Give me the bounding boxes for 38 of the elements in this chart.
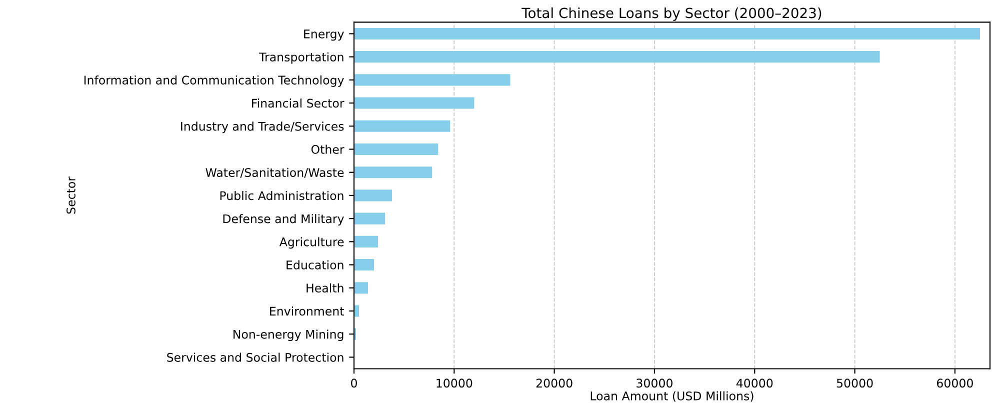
x-tick-label: 30000 (636, 378, 672, 388)
y-tick-label: Transportation (259, 52, 344, 64)
y-axis-title: Sector (66, 176, 76, 214)
chart-title: Total Chinese Loans by Sector (2000–2023) (522, 7, 822, 21)
y-tick-label: Information and Communication Technology (84, 75, 344, 87)
bar (354, 74, 510, 86)
bar (354, 166, 432, 178)
bar (354, 51, 880, 63)
x-tick-label: 0 (351, 378, 357, 388)
x-tick-label: 10000 (436, 378, 472, 388)
x-tick-label: 60000 (936, 378, 973, 388)
x-axis-title: Loan Amount (USD Millions) (590, 391, 754, 402)
bar (354, 212, 386, 224)
y-tick-label: Other (311, 144, 344, 154)
y-tick-label: Non-energy Mining (234, 330, 344, 342)
bar (354, 97, 474, 109)
y-tick-label: Public Administration (220, 190, 344, 200)
y-tick-label: Environment (270, 306, 344, 316)
bar (354, 143, 438, 156)
x-tick-label: 50000 (836, 378, 873, 388)
bar (354, 282, 368, 294)
x-tick-label: 40000 (736, 378, 773, 388)
y-tick-label: Education (286, 260, 344, 270)
y-tick-label: Water/Sanitation/Waste (206, 168, 344, 178)
y-tick-label: Energy (304, 30, 344, 41)
y-tick-label: Health (306, 283, 344, 293)
y-tick-label: Financial Sector (252, 98, 344, 108)
bar (354, 236, 378, 248)
y-tick-label: Agriculture (279, 237, 344, 249)
bar (354, 28, 980, 40)
bar (354, 305, 360, 317)
x-tick-label: 20000 (536, 378, 572, 388)
bar (354, 120, 450, 132)
y-tick-label: Industry and Trade/Services (181, 122, 344, 134)
bar (354, 258, 374, 271)
y-tick-label: Defense and Military (223, 214, 344, 226)
y-tick-label: Services and Social Protection (167, 352, 344, 362)
bar (354, 190, 392, 202)
